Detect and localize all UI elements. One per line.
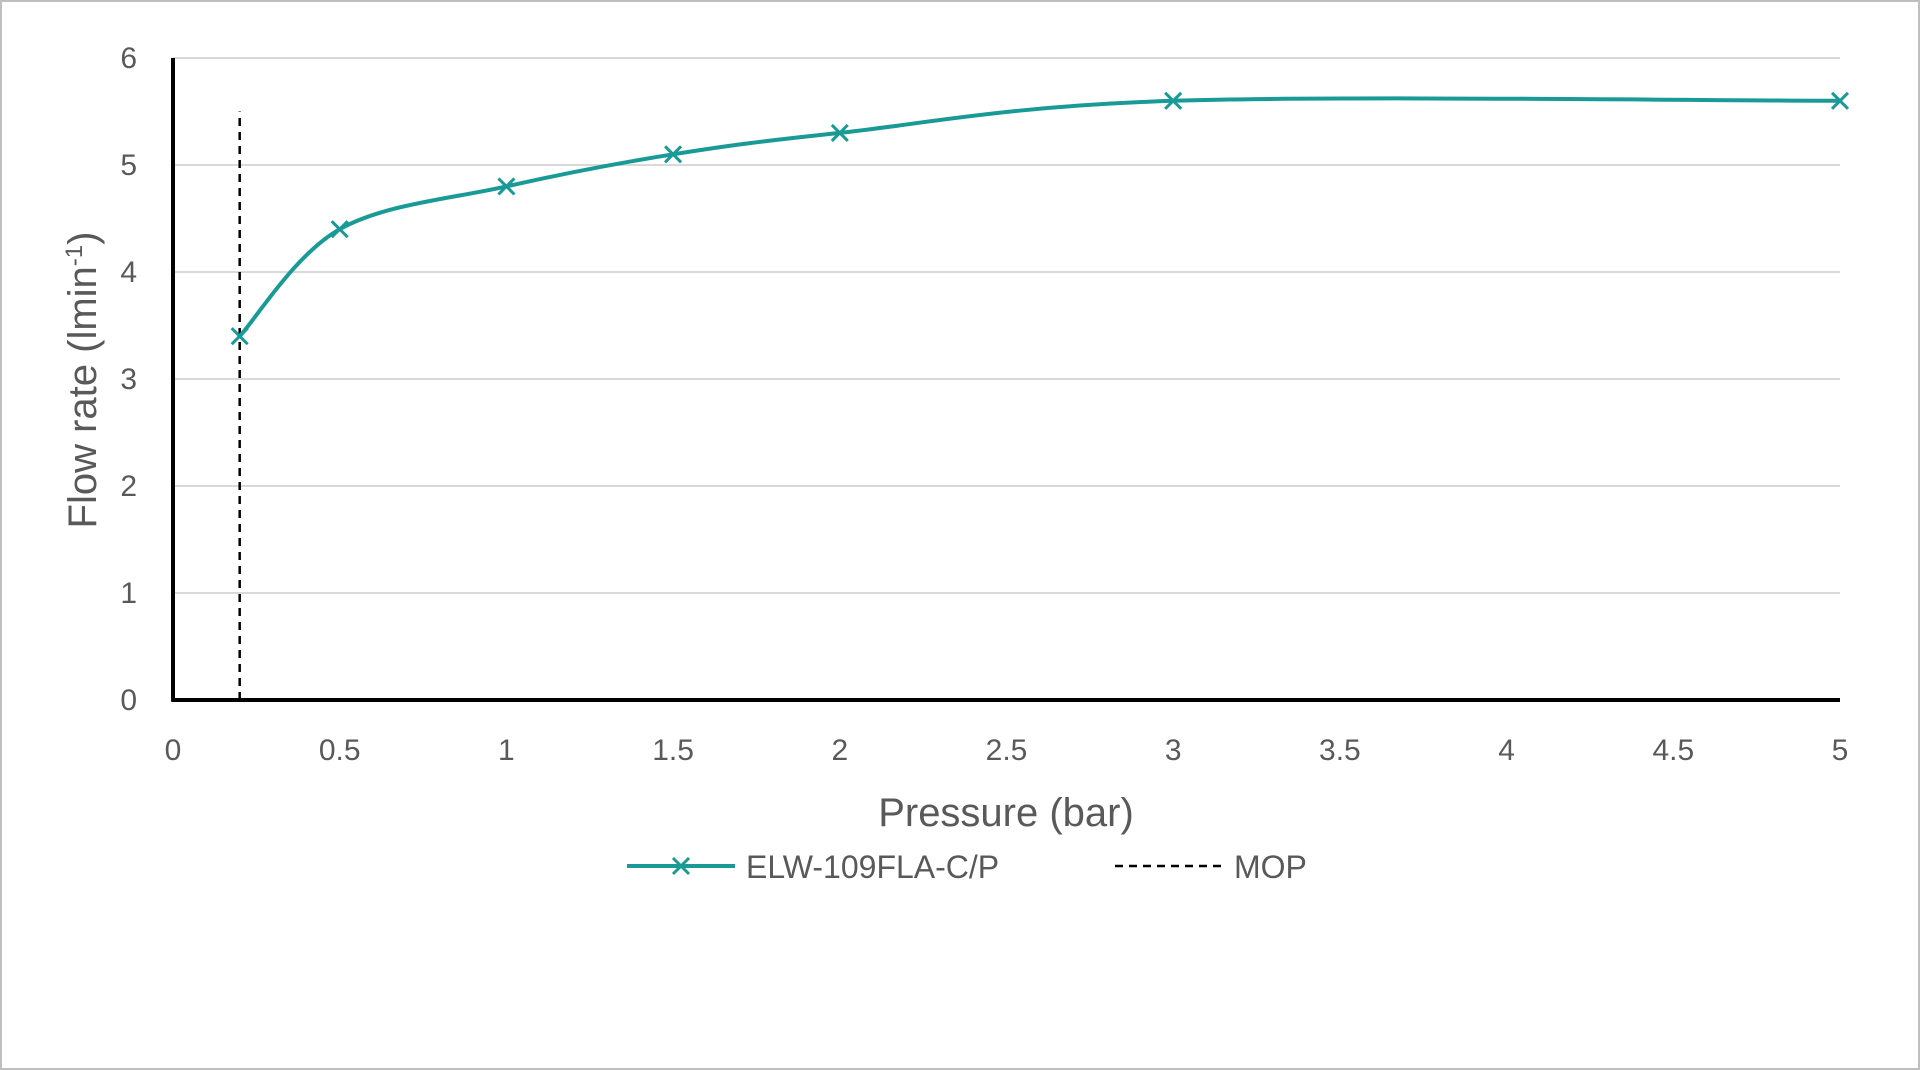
y-tick-label-2: 2: [120, 470, 137, 503]
legend-marker-series-1: [671, 856, 691, 876]
series-layer: [230, 91, 1850, 700]
data-point-6-stroke-b: [1830, 91, 1850, 110]
gridlines: [173, 57, 1840, 594]
y-tick-label-5: 5: [120, 149, 137, 182]
data-point-0-stroke-b: [230, 327, 249, 346]
x-tick-label-0: 0: [165, 734, 182, 767]
x-tick-label-7: 3.5: [1319, 734, 1361, 767]
legend-item-series-1[interactable]: ELW-109FLA-C/P: [627, 849, 999, 885]
x-tick-label-2: 1: [498, 734, 515, 767]
y-axis-title-base: Flow rate (lmin: [61, 266, 105, 528]
y-tick-labels: 0 1 2 3 4 5 6: [120, 42, 137, 717]
data-point-3: [664, 145, 683, 164]
legend-item-series-2[interactable]: MOP: [1115, 849, 1307, 885]
legend-marker-x-stroke-b: [671, 856, 691, 876]
data-point-5: [1164, 91, 1183, 110]
data-point-1: [330, 220, 349, 239]
legend-label-series-2: MOP: [1234, 849, 1307, 885]
y-axis-title-close: ): [61, 232, 105, 245]
data-point-2-stroke-b: [497, 177, 516, 196]
x-tick-label-8: 4: [1498, 734, 1515, 767]
x-tick-label-1: 0.5: [319, 734, 361, 767]
legend-marker-x: [671, 856, 691, 876]
data-point-6: [1830, 91, 1850, 110]
x-tick-label-4: 2: [831, 734, 848, 767]
y-tick-label-1: 1: [120, 577, 137, 610]
data-point-4-stroke-b: [830, 123, 849, 142]
x-tick-label-3: 1.5: [652, 734, 694, 767]
y-tick-label-4: 4: [120, 256, 137, 289]
y-axis-title: Flow rate (lmin-1): [61, 232, 105, 529]
x-axis-title: Pressure (bar): [878, 791, 1134, 835]
data-point-5-stroke-b: [1164, 91, 1183, 110]
data-point-0: [230, 327, 249, 346]
y-tick-label-6: 6: [120, 42, 137, 75]
x-tick-label-5: 2.5: [986, 734, 1028, 767]
y-tick-label-3: 3: [120, 363, 137, 396]
x-tick-label-10: 5: [1832, 734, 1849, 767]
axes: [171, 58, 1840, 702]
legend-label-series-1: ELW-109FLA-C/P: [746, 849, 999, 885]
data-point-2: [497, 177, 516, 196]
data-point-3-stroke-b: [664, 145, 683, 164]
x-tick-label-6: 3: [1165, 734, 1182, 767]
y-axis-title-sup: -1: [61, 245, 88, 266]
data-point-4: [830, 123, 849, 142]
y-tick-label-0: 0: [120, 684, 137, 717]
data-point-1-stroke-b: [330, 220, 349, 239]
x-tick-label-9: 4.5: [1652, 734, 1694, 767]
legend: ELW-109FLA-C/P MOP: [627, 849, 1307, 885]
x-tick-labels: 0 0.5 1 1.5 2 2.5 3 3.5 4 4.5 5: [165, 734, 1849, 767]
series-elw-line: [238, 96, 1841, 338]
